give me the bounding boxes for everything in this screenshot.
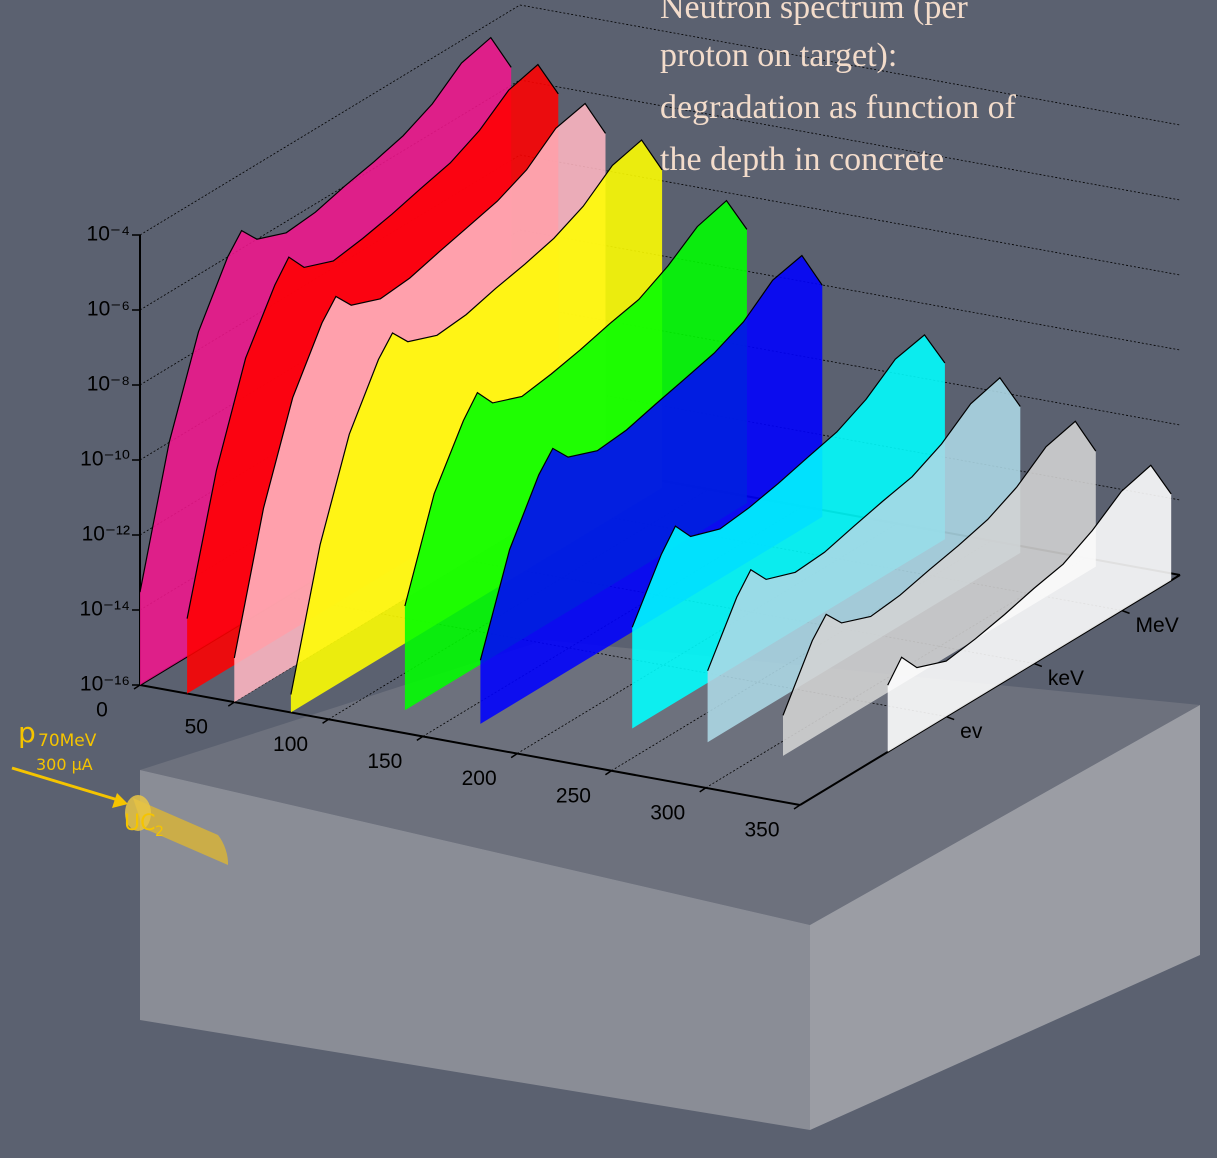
y-tick-label: 10⁻⁴ — [87, 223, 130, 246]
title-line: the depth in concrete — [660, 141, 944, 178]
z-tick-label: 0 — [96, 699, 108, 722]
title-line: proton on target): — [660, 37, 897, 74]
y-tick-label: 10⁻¹⁴ — [80, 598, 130, 621]
y-tick-label: 10⁻¹² — [82, 523, 130, 546]
y-tick-label: 10⁻¹⁶ — [80, 673, 130, 696]
slide: 10⁻¹⁶ 10⁻¹⁴ 10⁻¹² 10⁻¹⁰ 10⁻⁸ 10⁻⁶ 10⁻⁴ 0 50 100 15… — [0, 0, 1217, 1158]
z-tick-label: 50 — [185, 716, 208, 739]
z-tick-label: 250 — [556, 784, 591, 807]
y-tick-label: 10⁻⁶ — [87, 298, 130, 321]
x-tick-label: keV — [1048, 667, 1084, 690]
y-tick-label: 10⁻¹⁰ — [80, 448, 130, 471]
beam-energy: 70MeV — [38, 731, 97, 751]
x-tick-label: ev — [960, 720, 983, 743]
target-subscript: 2 — [155, 824, 164, 840]
title-line: Neutron spectrum (per — [660, 0, 968, 26]
z-tick-label: 150 — [367, 750, 402, 773]
beam-current: 300 μA — [36, 755, 93, 774]
z-tick-label: 300 — [650, 801, 685, 824]
z-tick-label: 200 — [462, 767, 497, 790]
z-tick-label: 350 — [744, 819, 779, 842]
z-tick-label: 100 — [273, 733, 308, 756]
x-tick-label: MeV — [1136, 614, 1179, 637]
target-label: UC — [124, 811, 155, 836]
y-tick-label: 10⁻⁸ — [87, 373, 130, 396]
beam-particle: p — [18, 716, 36, 749]
title-line: degradation as function of — [660, 89, 1017, 126]
